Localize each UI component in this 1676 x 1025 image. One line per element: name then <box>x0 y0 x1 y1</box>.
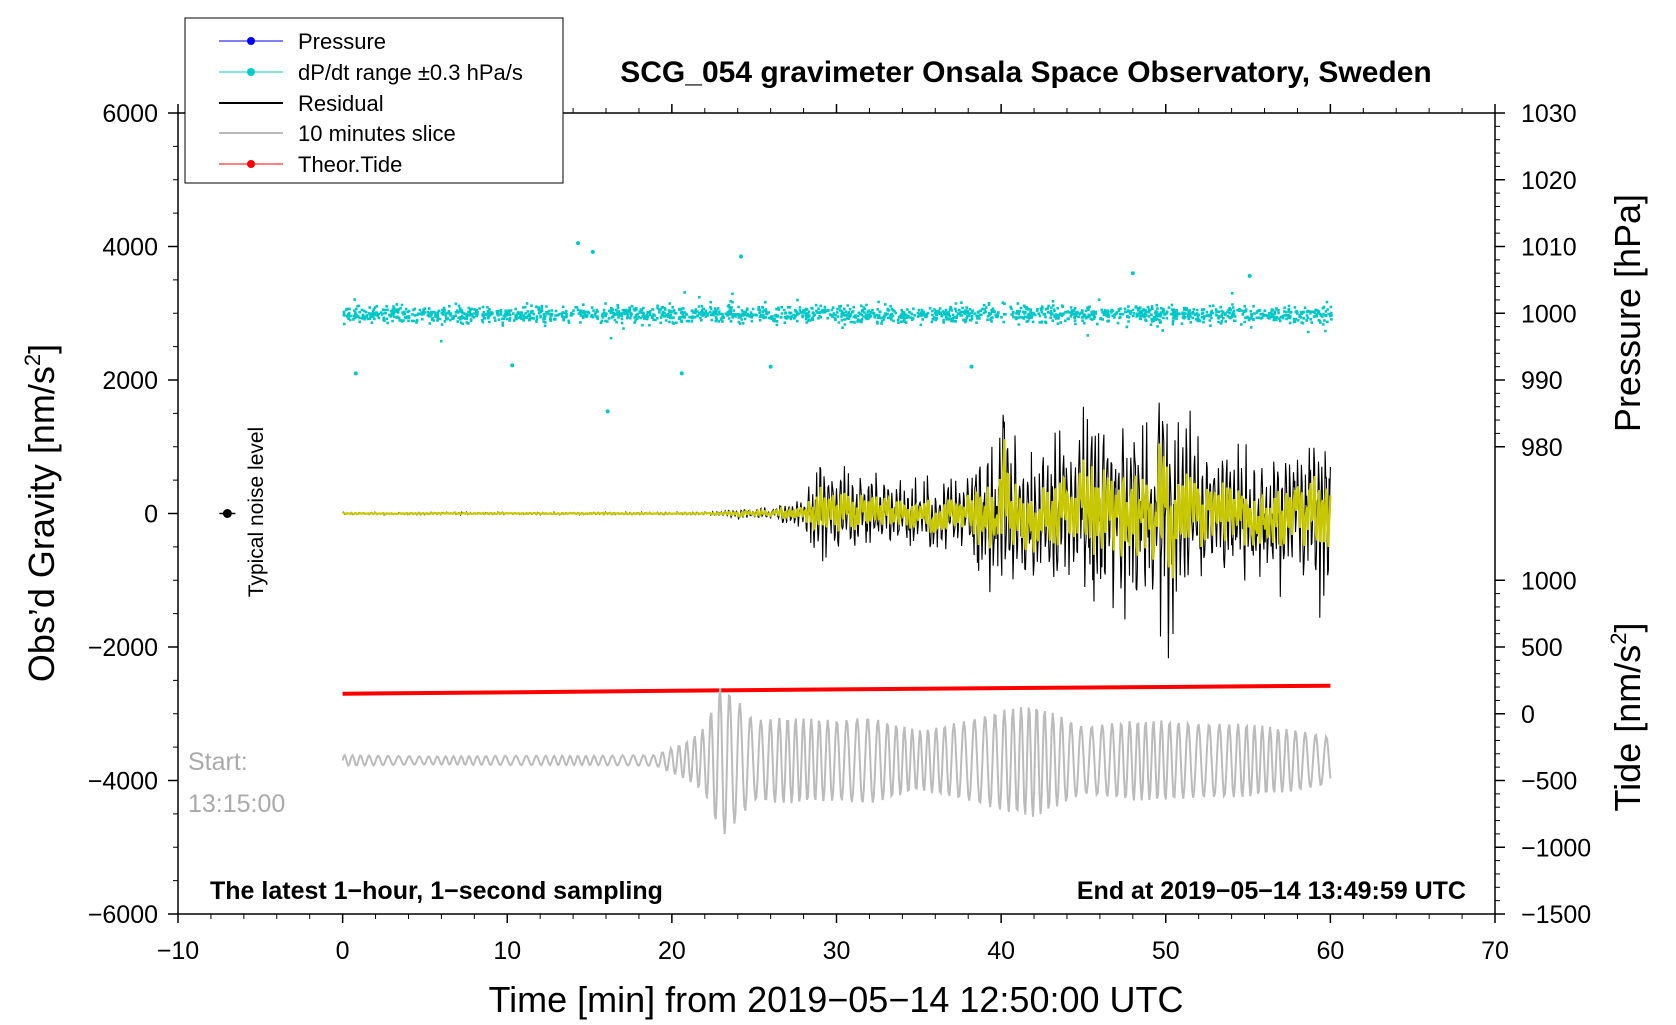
chart-title: SCG_054 gravimeter Onsala Space Observat… <box>620 56 1432 89</box>
tide-tick-label: −500 <box>1521 768 1577 796</box>
dpdt-outlier-point <box>679 371 684 376</box>
legend-slice-label: 10 minutes slice <box>298 121 456 146</box>
x-tick-label: −10 <box>157 937 199 965</box>
pressure-tick-label: 990 <box>1521 367 1563 395</box>
x-tick-label: 20 <box>658 937 686 965</box>
x-tick-label: 60 <box>1316 937 1344 965</box>
filtered-residual-line <box>341 439 1332 579</box>
y-axis-label-left-main: Obs’d Gravity [nm/s <box>21 366 62 682</box>
x-tick-label: 70 <box>1481 937 1509 965</box>
y-tick-label: −6000 <box>88 901 158 929</box>
x-tick-label: 10 <box>493 937 521 965</box>
legend-residual-label: Residual <box>298 91 384 116</box>
x-axis-label: Time [min] from 2019−05−14 12:50:00 UTC <box>488 979 1183 1020</box>
y-axis-label-tide-main: Tide [nm/s <box>1607 645 1648 812</box>
legend-pressure-label: Pressure <box>298 29 386 54</box>
y-tick-label: 4000 <box>102 234 158 262</box>
y-axis-label-tide-end: ] <box>1607 623 1648 633</box>
start-time-label: 13:15:00 <box>188 790 285 818</box>
legend-tide-label: Theor.Tide <box>298 152 402 177</box>
dpdt-outlier-point <box>768 364 773 369</box>
dpdt-outlier-point <box>1247 273 1252 278</box>
legend-box <box>184 17 564 184</box>
plot-frame <box>177 112 1496 915</box>
dpdt-outlier-point <box>576 241 581 246</box>
legend-tide-marker <box>247 160 255 168</box>
noise-level-label: Typical noise level <box>245 427 268 597</box>
y-tick-label: −2000 <box>88 634 158 662</box>
dpdt-outlier-point <box>510 363 515 368</box>
tide-tick-label: −1000 <box>1521 834 1591 862</box>
dpdt-outlier-point <box>1130 271 1135 276</box>
y-axis-label-left-end: ] <box>21 344 62 354</box>
y-tick-label: 6000 <box>102 100 158 128</box>
y-axis-label-left-sup: 2 <box>20 354 45 366</box>
dpdt-outlier-point <box>353 371 358 376</box>
end-time-note: End at 2019−05−14 13:49:59 UTC <box>1077 877 1466 905</box>
sampling-note: The latest 1−hour, 1−second sampling <box>210 877 663 905</box>
dpdt-scatter-points <box>342 291 1333 343</box>
pressure-tick-label: 1030 <box>1521 100 1577 128</box>
x-tick-label: 30 <box>823 937 851 965</box>
legend-dpdt-label: dP/dt range ±0.3 hPa/s <box>298 60 523 85</box>
pressure-tick-label: 1000 <box>1521 300 1577 328</box>
noise-level-point <box>222 509 232 518</box>
slice-line <box>341 688 1332 834</box>
y-tick-label: 0 <box>144 501 158 529</box>
x-tick-label: 40 <box>987 937 1015 965</box>
x-tick-label: 0 <box>336 937 350 965</box>
y-axis-label-pressure: Pressure [hPa] <box>1607 194 1648 432</box>
tide-tick-label: 1000 <box>1521 567 1577 595</box>
legend-pressure-marker <box>247 37 255 45</box>
start-label: Start: <box>188 748 248 776</box>
dpdt-outlier-point <box>739 254 744 259</box>
pressure-tick-label: 1010 <box>1521 234 1577 262</box>
y-axis-label-left: Obs’d Gravity [nm/s2] <box>20 344 62 682</box>
tide-tick-label: 0 <box>1521 701 1535 729</box>
legend-dpdt-marker <box>247 68 255 76</box>
pressure-tick-label: 1020 <box>1521 167 1577 195</box>
y-tick-label: −4000 <box>88 768 158 796</box>
pressure-tick-label: 980 <box>1521 434 1563 462</box>
y-axis-label-tide: Tide [nm/s2] <box>1606 623 1648 812</box>
y-tick-label: 2000 <box>102 367 158 395</box>
x-tick-label: 50 <box>1152 937 1180 965</box>
y-axis-label-tide-sup: 2 <box>1606 633 1631 645</box>
tide-tick-label: 500 <box>1521 634 1563 662</box>
dpdt-outlier-point <box>590 249 595 254</box>
theoretical-tide-line <box>342 683 1331 696</box>
tide-tick-label: −1500 <box>1521 901 1591 929</box>
legend: Pressure dP/dt range ±0.3 hPa/s Residual… <box>184 17 564 184</box>
dpdt-outlier-point <box>605 409 610 414</box>
dpdt-outlier-point <box>969 364 974 369</box>
